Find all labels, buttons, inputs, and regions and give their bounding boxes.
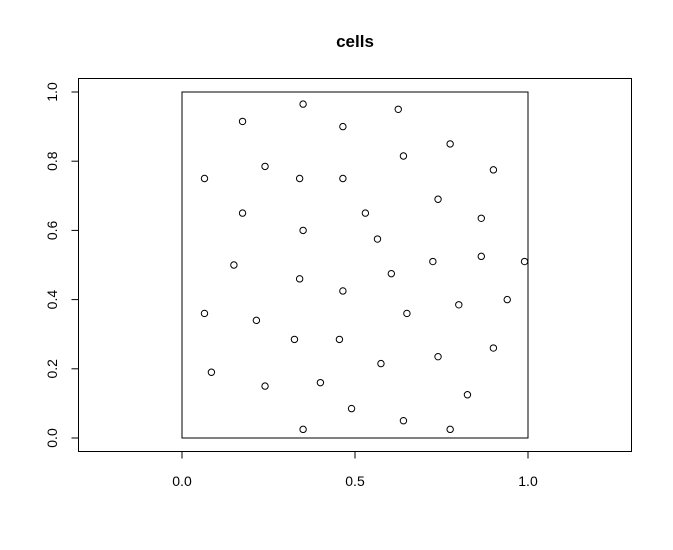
- data-point: [261, 382, 269, 390]
- data-point: [477, 214, 485, 222]
- data-point: [339, 122, 347, 131]
- point-series: [200, 100, 529, 434]
- data-point: [489, 166, 498, 174]
- data-point: [477, 252, 485, 261]
- data-point: [446, 140, 454, 148]
- data-point: [373, 235, 382, 243]
- data-point: [339, 174, 347, 183]
- x-tick-label: 1.0: [518, 473, 538, 489]
- y-tick-label: 0.0: [44, 428, 60, 448]
- data-point: [200, 174, 209, 183]
- y-tick-label: 0.4: [44, 290, 60, 310]
- data-point: [238, 209, 247, 217]
- data-point: [394, 105, 402, 114]
- data-point: [503, 295, 511, 304]
- data-point: [434, 352, 442, 361]
- chart-title: cells: [336, 32, 374, 51]
- data-point: [295, 174, 304, 183]
- data-point: [299, 100, 307, 108]
- data-point: [377, 359, 385, 368]
- data-point: [290, 335, 299, 344]
- data-point: [238, 117, 247, 126]
- data-point: [403, 309, 411, 318]
- data-point: [434, 195, 442, 203]
- plot-frame: [78, 78, 632, 452]
- data-point: [316, 378, 325, 387]
- data-point: [455, 301, 463, 309]
- y-tick-label: 1.0: [44, 82, 60, 102]
- data-point: [261, 162, 269, 171]
- data-point: [252, 316, 261, 325]
- data-point: [387, 269, 396, 278]
- data-point: [361, 209, 370, 217]
- x-axis: 0.0 0.5 1.0: [172, 451, 538, 489]
- data-point: [207, 368, 216, 376]
- y-tick-label: 0.6: [44, 220, 60, 240]
- y-axis: 0.0 0.2 0.4 0.6 0.8 1.0: [44, 82, 79, 448]
- data-point: [489, 344, 498, 352]
- data-point: [399, 152, 408, 160]
- x-tick-label: 0.5: [345, 473, 365, 489]
- data-point: [446, 425, 454, 434]
- data-point: [200, 309, 209, 318]
- data-point: [339, 287, 347, 295]
- y-tick-label: 0.8: [44, 151, 60, 171]
- data-point: [230, 261, 238, 269]
- data-point: [295, 275, 304, 283]
- data-point: [299, 226, 307, 235]
- data-point: [335, 335, 344, 344]
- window-rectangle: [181, 91, 529, 439]
- data-point: [299, 425, 307, 434]
- y-tick-label: 0.2: [44, 359, 60, 379]
- data-point: [347, 404, 356, 413]
- observation-window: [181, 91, 529, 439]
- data-point: [463, 391, 472, 399]
- data-point: [429, 257, 437, 266]
- data-point: [399, 417, 408, 425]
- data-point: [520, 257, 529, 266]
- x-tick-label: 0.0: [172, 473, 192, 489]
